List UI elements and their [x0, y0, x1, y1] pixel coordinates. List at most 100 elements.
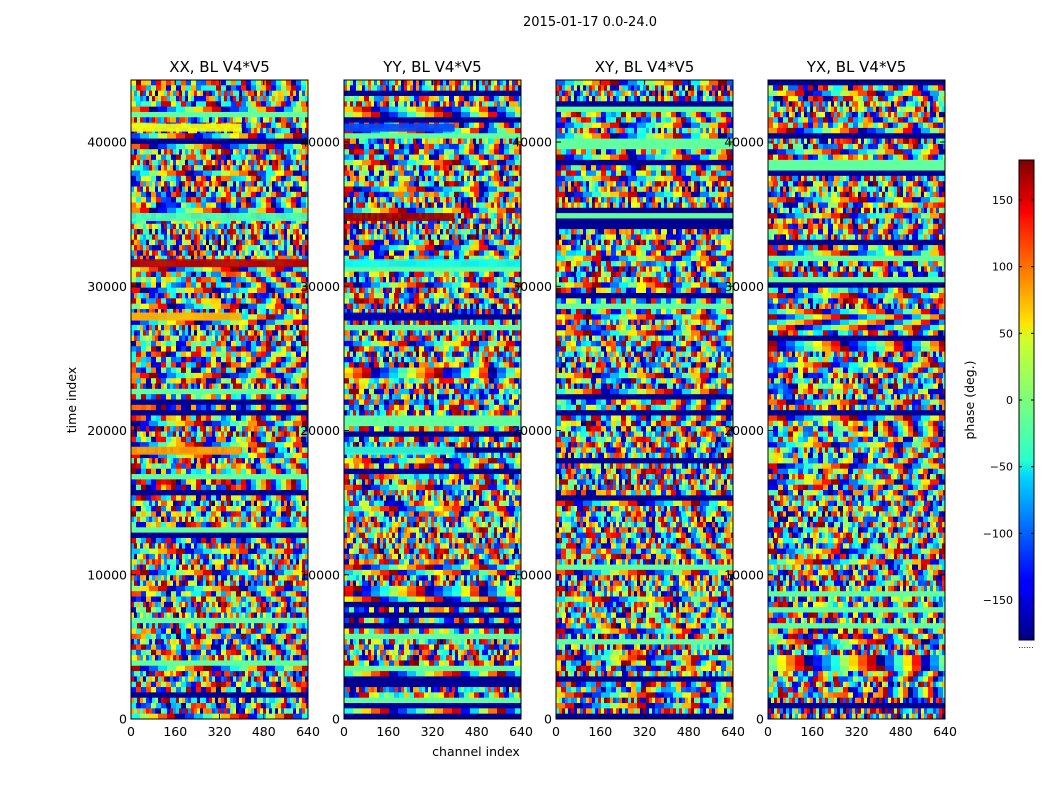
- heatmap-cell: [137, 623, 141, 630]
- heatmap-cell: [251, 154, 257, 161]
- heatmap-cell: [218, 149, 222, 156]
- heatmap-cell: [212, 575, 216, 582]
- heatmap-cell: [293, 383, 297, 390]
- heatmap-cell: [287, 255, 291, 262]
- heatmap-cell: [241, 607, 247, 614]
- heatmap-cell: [271, 80, 277, 86]
- heatmap-cell: [188, 293, 192, 299]
- heatmap-cell: [149, 255, 153, 262]
- heatmap-cell: [161, 80, 167, 86]
- heatmap-cell: [221, 335, 225, 342]
- heatmap-cell: [167, 575, 171, 582]
- heatmap-cell: [131, 633, 137, 640]
- heatmap-cell: [236, 543, 240, 550]
- heatmap-cell: [161, 655, 165, 662]
- heatmap-cell: [246, 591, 252, 598]
- heatmap-cell: [272, 234, 276, 241]
- heatmap-cell: [248, 713, 258, 719]
- heatmap-cell: [284, 612, 288, 619]
- heatmap-cell: [200, 431, 204, 438]
- heatmap-cell: [140, 553, 144, 560]
- heatmap-cell: [131, 367, 137, 374]
- heatmap-cell: [276, 362, 282, 369]
- heatmap-cell: [256, 511, 262, 518]
- heatmap-cell: [246, 356, 252, 363]
- heatmap-cell: [293, 143, 303, 150]
- heatmap-cell: [371, 138, 375, 145]
- heatmap-cell: [383, 85, 387, 92]
- heatmap-cell: [181, 362, 187, 369]
- heatmap-cell: [254, 426, 258, 433]
- heatmap-cell: [291, 628, 297, 635]
- heatmap-cell: [239, 287, 249, 294]
- heatmap-cell: [161, 681, 167, 688]
- heatmap-cell: [218, 330, 222, 337]
- heatmap-cell: [212, 106, 222, 113]
- heatmap-cell: [191, 543, 195, 550]
- heatmap-cell: [166, 356, 172, 363]
- heatmap-cell: [287, 335, 291, 342]
- heatmap-cell: [470, 127, 480, 134]
- heatmap-cell: [291, 591, 297, 598]
- heatmap-cell: [233, 149, 237, 156]
- heatmap-cell: [479, 85, 483, 92]
- heatmap-cell: [206, 218, 212, 225]
- heatmap-cell: [166, 394, 172, 401]
- heatmap-cell: [161, 197, 167, 204]
- heatmap-cell: [254, 324, 258, 331]
- heatmap-cell: [167, 181, 171, 188]
- heatmap-cell: [215, 255, 219, 262]
- heatmap-cell: [211, 468, 217, 475]
- heatmap-cell: [291, 436, 297, 443]
- heatmap-cell: [216, 191, 222, 198]
- heatmap-cell: [497, 80, 501, 86]
- heatmap-cell: [236, 623, 240, 630]
- heatmap-cell: [257, 149, 261, 156]
- heatmap-cell: [136, 202, 142, 209]
- heatmap-cell: [290, 580, 294, 587]
- heatmap-cell: [266, 282, 272, 289]
- heatmap-cell: [275, 117, 279, 124]
- heatmap-cell: [212, 458, 216, 464]
- heatmap-cell: [158, 639, 162, 646]
- heatmap-cell: [291, 394, 297, 401]
- heatmap-cell: [200, 239, 204, 246]
- heatmap-cell: [302, 324, 306, 331]
- heatmap-cell: [437, 101, 441, 108]
- heatmap-cell: [425, 138, 429, 145]
- heatmap-cell: [140, 665, 150, 672]
- heatmap-cell: [176, 585, 186, 592]
- heatmap-cell: [134, 181, 138, 188]
- heatmap-cell: [286, 468, 292, 475]
- heatmap-cell: [284, 324, 288, 331]
- heatmap-cell: [170, 229, 174, 236]
- heatmap-cell: [301, 271, 307, 278]
- heatmap-cell: [284, 580, 288, 587]
- heatmap-cell: [276, 154, 282, 161]
- heatmap-cell: [203, 319, 213, 326]
- heatmap-cell: [140, 585, 150, 592]
- heatmap-cell: [284, 500, 288, 507]
- heatmap-cell: [152, 335, 156, 342]
- heatmap-cell: [218, 234, 222, 241]
- heatmap-cell: [149, 580, 153, 587]
- heatmap-cell: [181, 644, 187, 651]
- heatmap-cell: [518, 80, 521, 86]
- heatmap-cell: [409, 95, 415, 102]
- heatmap-cell: [278, 426, 282, 433]
- heatmap-cell: [257, 500, 261, 507]
- heatmap-cell: [514, 122, 520, 129]
- heatmap-cell: [149, 117, 153, 124]
- heatmap-cell: [374, 95, 380, 102]
- heatmap-cell: [134, 245, 138, 251]
- heatmap-cell: [368, 80, 372, 86]
- heatmap-cell: [296, 575, 300, 582]
- heatmap-cell: [278, 458, 282, 464]
- heatmap-cell: [226, 218, 232, 225]
- heatmap-cell: [236, 655, 240, 662]
- heatmap-cell: [212, 229, 216, 236]
- heatmap-cell: [242, 431, 246, 438]
- heatmap-cell: [242, 553, 246, 560]
- heatmap-cell: [281, 426, 285, 433]
- heatmap-cell: [239, 266, 249, 273]
